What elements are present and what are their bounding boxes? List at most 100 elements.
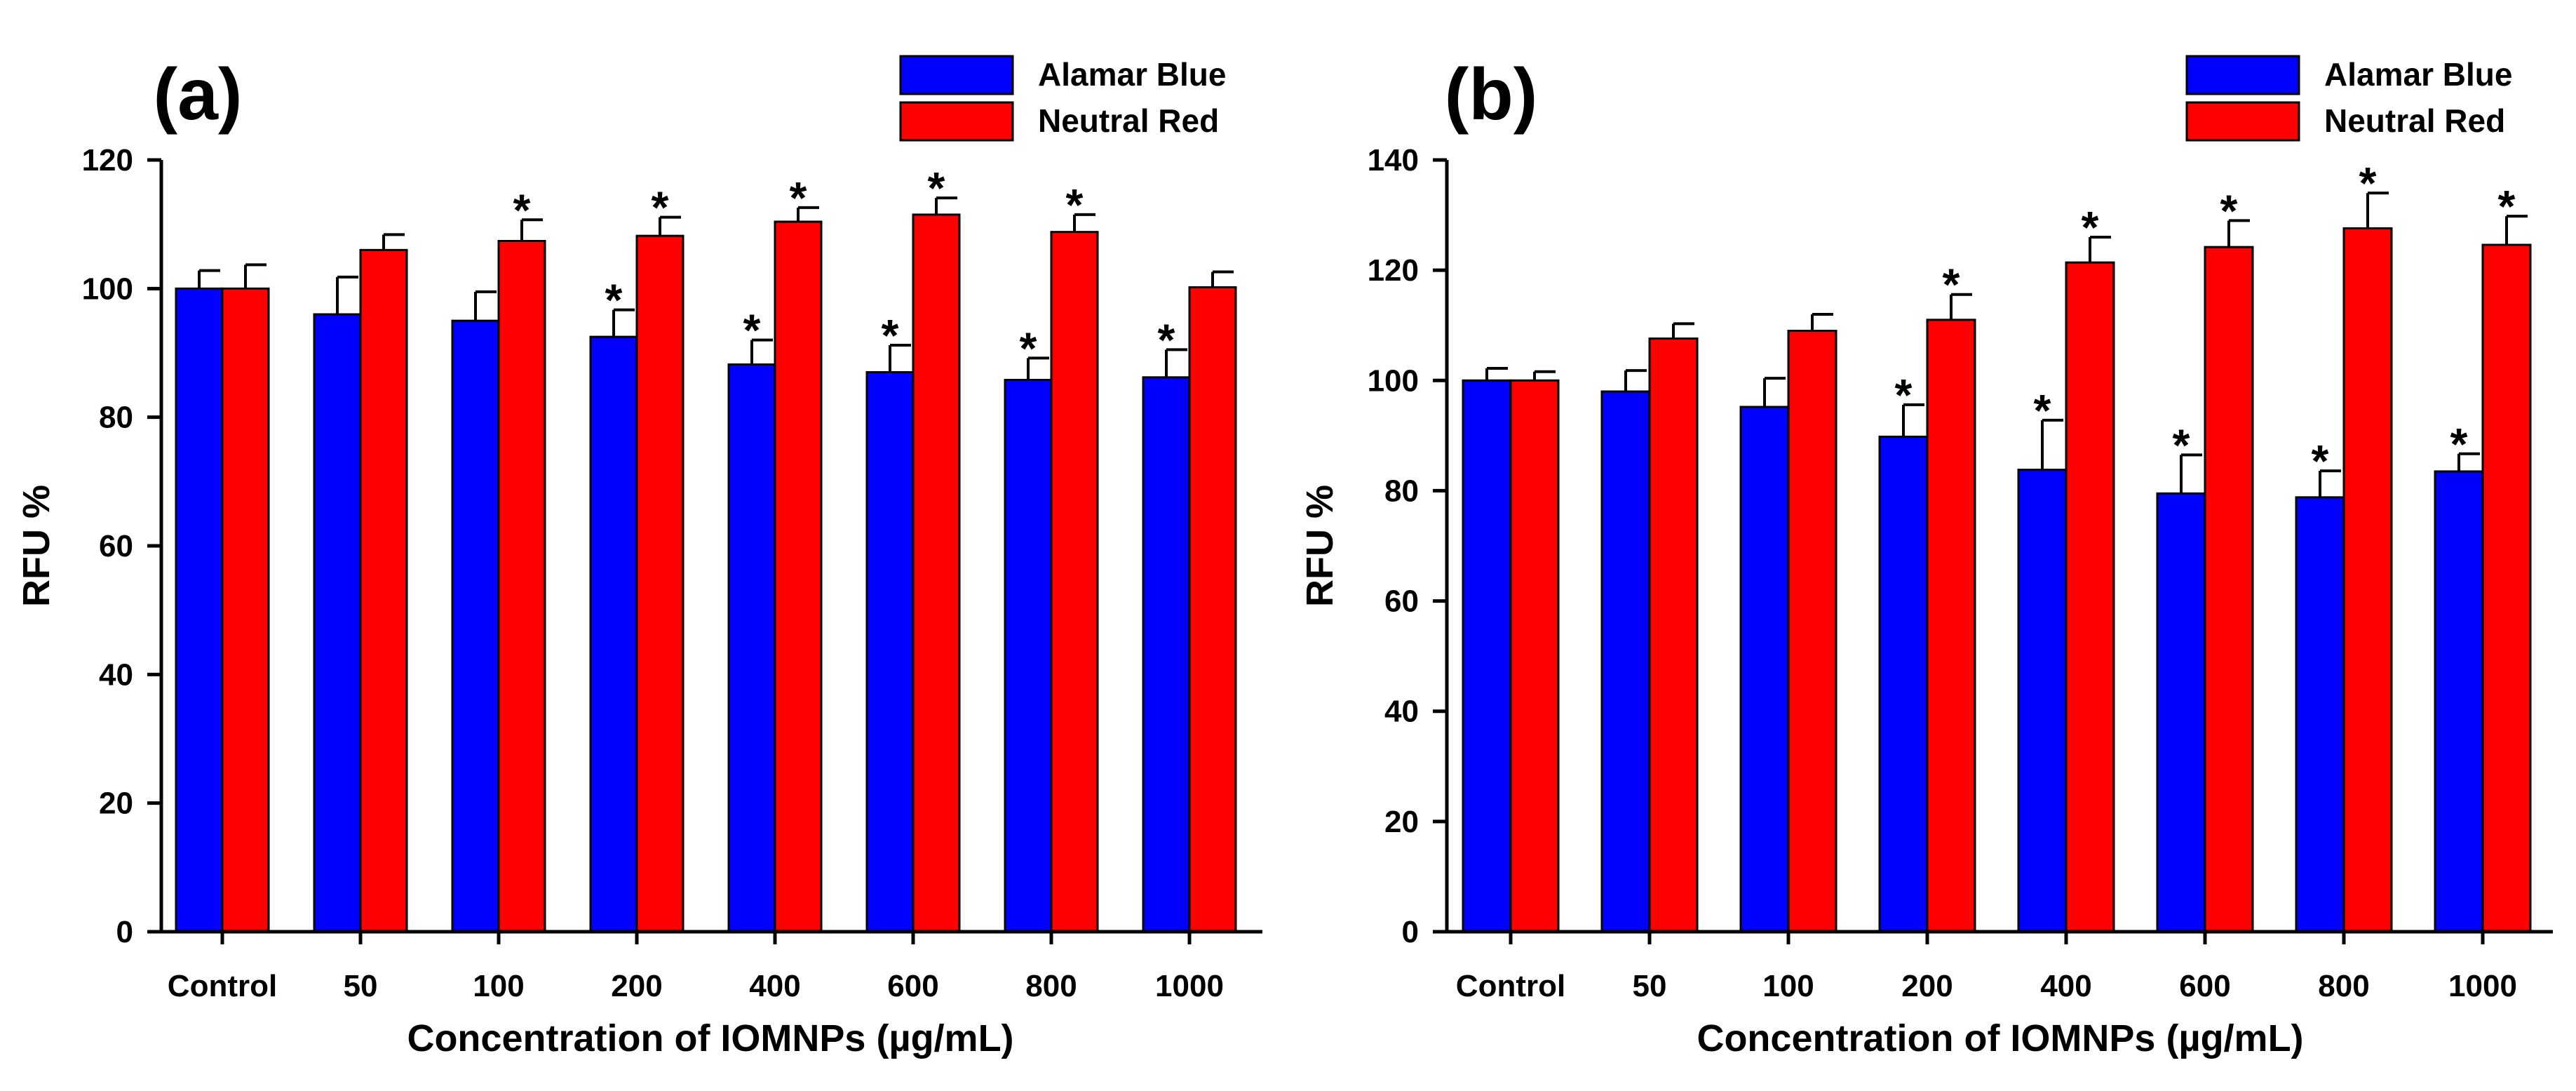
error-bar-neutral-red-600	[2227, 219, 2250, 248]
bar-alamar-blue-1000	[1142, 376, 1191, 933]
bar-neutral-red-control	[1509, 379, 1560, 933]
chart-panel-0: (a) * * * * * * * * * * 0 20 40 60 80 100 120 Control 50 100…	[15, 54, 1262, 1059]
bar-neutral-red-600	[2204, 246, 2254, 933]
error-bar-alamar-blue-control	[198, 269, 220, 289]
y-tick-label: 60	[99, 529, 133, 563]
significance-marker-neutral-red-400: *	[790, 173, 807, 223]
error-bar-alamar-blue-100	[474, 290, 497, 321]
error-bar-alamar-blue-100	[1763, 377, 1786, 407]
y-tick-label: 0	[1402, 915, 1419, 949]
legend-label-neutral-red: Neutral Red	[2324, 102, 2505, 139]
bar-alamar-blue-400	[727, 363, 776, 933]
y-axis-title: RFU %	[15, 485, 58, 607]
x-tick-label: 50	[1633, 969, 1667, 1003]
significance-marker-alamar-blue-400: *	[743, 305, 761, 356]
legend-label-neutral-red: Neutral Red	[1038, 102, 1219, 139]
bar-alamar-blue-100	[451, 319, 500, 933]
chart-panel-1: (b) * * * * * * * * * * 0 20 40 60 80 100 120 140 Control 50…	[1299, 54, 2553, 1059]
error-bar-neutral-red-400	[2089, 236, 2111, 263]
bar-neutral-red-100	[1787, 330, 1837, 933]
x-tick-label: 800	[1025, 969, 1077, 1003]
x-axis-title: Concentration of IOMNPs (µg/mL)	[407, 1017, 1013, 1059]
error-bar-neutral-red-100	[520, 218, 543, 241]
y-tick-label: 140	[1368, 143, 1419, 178]
x-tick-label: Control	[1456, 969, 1565, 1003]
error-bar-alamar-blue-800	[2319, 469, 2341, 497]
significance-marker-alamar-blue-800: *	[2312, 436, 2329, 486]
panel-label: (a)	[153, 54, 242, 135]
bar-alamar-blue-100	[1739, 406, 1790, 933]
error-bar-neutral-red-50	[1672, 322, 1694, 339]
significance-marker-alamar-blue-600: *	[2173, 420, 2190, 470]
x-tick-label: 200	[1901, 969, 1953, 1003]
error-bar-neutral-red-400	[797, 206, 819, 222]
x-tick-label: 400	[749, 969, 800, 1003]
significance-marker-neutral-red-400: *	[2082, 202, 2099, 253]
bar-alamar-blue-1000	[2434, 470, 2484, 933]
bar-neutral-red-control	[221, 287, 270, 933]
error-bar-neutral-red-1000	[2505, 215, 2528, 245]
significance-marker-alamar-blue-600: *	[882, 310, 899, 361]
bar-neutral-red-600	[912, 213, 961, 933]
error-bar-neutral-red-100	[1811, 313, 1833, 331]
bar-alamar-blue-200	[589, 335, 638, 933]
bar-alamar-blue-50	[1600, 390, 1651, 933]
error-bar-neutral-red-200	[659, 215, 681, 236]
y-tick-label: 120	[1368, 253, 1419, 288]
significance-marker-neutral-red-1000: *	[2498, 181, 2516, 232]
significance-marker-alamar-blue-1000: *	[1158, 314, 1175, 365]
error-bar-neutral-red-800	[2366, 192, 2389, 229]
error-bar-alamar-blue-800	[1027, 356, 1049, 380]
legend-label-alamar-blue: Alamar Blue	[1038, 56, 1226, 93]
error-bar-alamar-blue-600	[2180, 453, 2202, 494]
y-tick-label: 100	[82, 272, 133, 306]
bar-neutral-red-50	[359, 248, 408, 933]
significance-marker-neutral-red-600: *	[2220, 185, 2238, 236]
error-bar-neutral-red-600	[935, 196, 957, 215]
x-tick-label: 600	[2179, 969, 2230, 1003]
y-axis-title: RFU %	[1299, 485, 1341, 607]
x-tick-label: 100	[473, 969, 524, 1003]
error-bar-neutral-red-control	[244, 263, 267, 289]
legend-swatch-alamar-blue	[899, 55, 1014, 95]
error-bar-neutral-red-200	[1950, 293, 1972, 320]
legend: Alamar Blue Neutral Red	[2185, 55, 2512, 142]
bar-neutral-red-800	[2342, 227, 2393, 933]
bar-alamar-blue-50	[313, 313, 362, 933]
error-bar-alamar-blue-50	[1624, 369, 1647, 391]
bar-alamar-blue-600	[865, 371, 915, 933]
y-tick-label: 20	[99, 787, 133, 821]
error-bar-neutral-red-50	[382, 233, 405, 250]
significance-marker-alamar-blue-200: *	[1895, 370, 1913, 420]
error-bar-alamar-blue-400	[2041, 418, 2063, 470]
significance-marker-neutral-red-800: *	[1066, 180, 1084, 230]
bar-alamar-blue-800	[1004, 379, 1053, 933]
x-tick-label: 800	[2318, 969, 2369, 1003]
error-bar-alamar-blue-1000	[1165, 348, 1187, 377]
legend-swatch-alamar-blue	[2185, 55, 2300, 95]
bar-neutral-red-100	[497, 240, 546, 933]
x-axis-title: Concentration of IOMNPs (µg/mL)	[1697, 1017, 2303, 1059]
y-tick-label: 80	[99, 401, 133, 435]
bar-neutral-red-200	[635, 234, 685, 933]
y-tick-label: 100	[1368, 363, 1419, 398]
x-tick-label: 200	[611, 969, 662, 1003]
bar-neutral-red-800	[1050, 231, 1099, 933]
bar-neutral-red-1000	[1188, 286, 1237, 933]
error-bar-neutral-red-1000	[1211, 270, 1234, 288]
significance-marker-alamar-blue-400: *	[2034, 385, 2051, 436]
error-bar-alamar-blue-control	[1485, 367, 1508, 381]
bar-alamar-blue-200	[1878, 435, 1929, 933]
error-bar-alamar-blue-600	[889, 344, 911, 373]
significance-marker-alamar-blue-200: *	[605, 275, 623, 326]
significance-marker-neutral-red-200: *	[652, 182, 669, 233]
x-tick-label: 50	[344, 969, 378, 1003]
x-tick-label: 1000	[2448, 969, 2517, 1003]
x-tick-label: Control	[168, 969, 277, 1003]
bar-neutral-red-400	[774, 220, 823, 933]
error-bar-alamar-blue-200	[1902, 403, 1924, 437]
error-bar-neutral-red-800	[1073, 213, 1095, 232]
y-tick-label: 20	[1384, 805, 1419, 839]
y-tick-label: 60	[1384, 584, 1419, 619]
